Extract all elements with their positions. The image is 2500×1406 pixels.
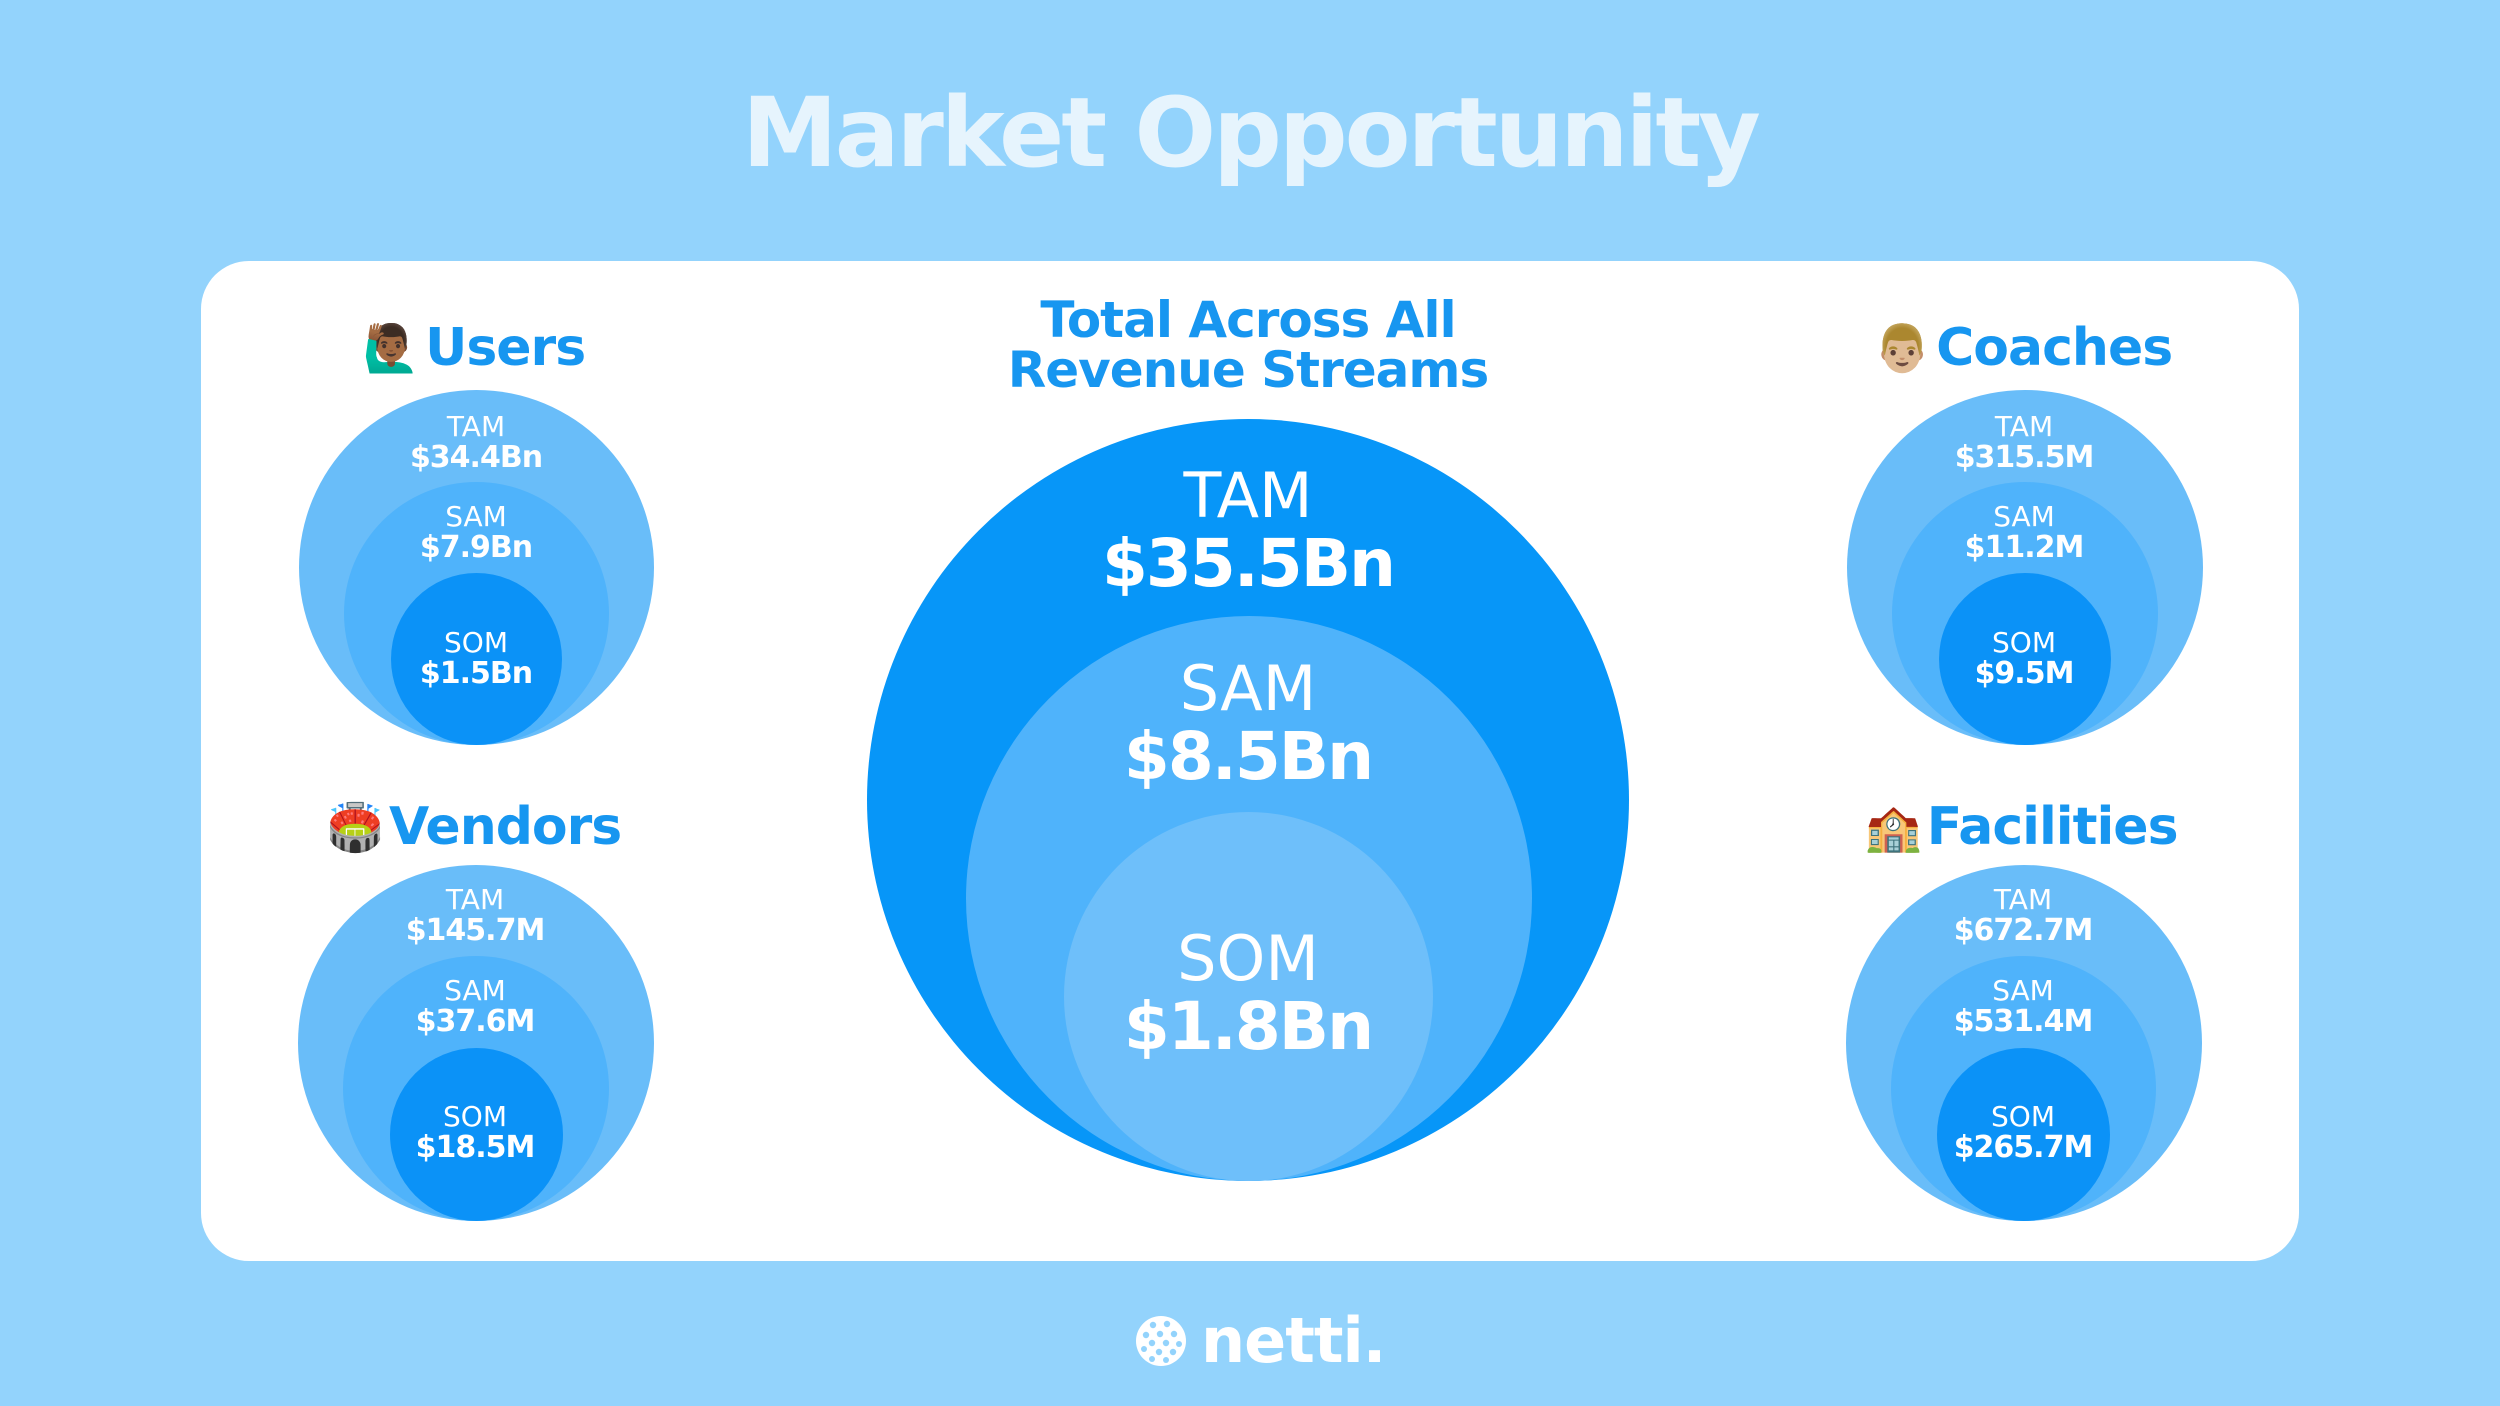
coaches-tam-label: TAM $315.5M	[1954, 410, 2095, 475]
total-heading-line2: Revenue Streams	[1007, 341, 1490, 399]
vendors-tam-label: TAM $145.7M	[405, 883, 546, 948]
stadium-icon: 🏟️	[326, 800, 384, 854]
coaches-som-circle	[1939, 573, 2111, 745]
users-tam-label: TAM $34.4Bn	[409, 410, 543, 475]
users-sam-label: SAM $7.9Bn	[419, 500, 533, 565]
users-som-circle	[391, 573, 562, 745]
brand-name: netti.	[1201, 1304, 1386, 1377]
total-heading-line1: Total Across All	[1040, 291, 1456, 349]
total-tam-label: TAM $35.5Bn	[1101, 459, 1396, 602]
school-building-icon: 🏫	[1864, 800, 1921, 854]
total-sam-label: SAM $8.5Bn	[1123, 652, 1374, 795]
total-som-label: SOM $1.8Bn	[1123, 922, 1374, 1065]
facilities-title: Facilities	[1926, 797, 2179, 857]
coaches-title: Coaches	[1936, 318, 2173, 378]
facilities-som-circle	[1937, 1048, 2110, 1221]
vendors-heading: 🏟️ Vendors	[326, 797, 623, 857]
total-som-circle	[1064, 812, 1433, 1181]
vendors-sam-label: SAM $37.6M	[415, 974, 536, 1039]
pickleball-icon	[1136, 1316, 1186, 1366]
page-title: Market Opportunity	[742, 77, 1761, 189]
facilities-heading: 🏫 Facilities	[1864, 797, 2179, 857]
facilities-som-label: SOM $265.7M	[1953, 1100, 2094, 1165]
coaches-sam-label: SAM $11.2M	[1964, 500, 2085, 565]
raising-hand-person-icon: 🙋🏾‍♂️	[362, 321, 420, 375]
users-title: Users	[425, 318, 586, 378]
man-face-icon: 👨🏼	[1873, 321, 1931, 375]
coaches-heading: 👨🏼 Coaches	[1873, 318, 2173, 378]
facilities-sam-label: SAM $531.4M	[1953, 974, 2094, 1039]
vendors-title: Vendors	[389, 797, 622, 857]
users-heading: 🙋🏾‍♂️ Users	[362, 318, 586, 378]
coaches-som-label: SOM $9.5M	[1974, 626, 2075, 691]
facilities-tam-label: TAM $672.7M	[1953, 883, 2094, 948]
users-som-label: SOM $1.5Bn	[419, 626, 533, 691]
vendors-som-circle	[390, 1048, 563, 1221]
total-heading: Total Across All Revenue Streams	[1007, 291, 1490, 399]
netti-logo: netti.	[1135, 1304, 1386, 1377]
vendors-som-label: SOM $18.5M	[415, 1100, 536, 1165]
